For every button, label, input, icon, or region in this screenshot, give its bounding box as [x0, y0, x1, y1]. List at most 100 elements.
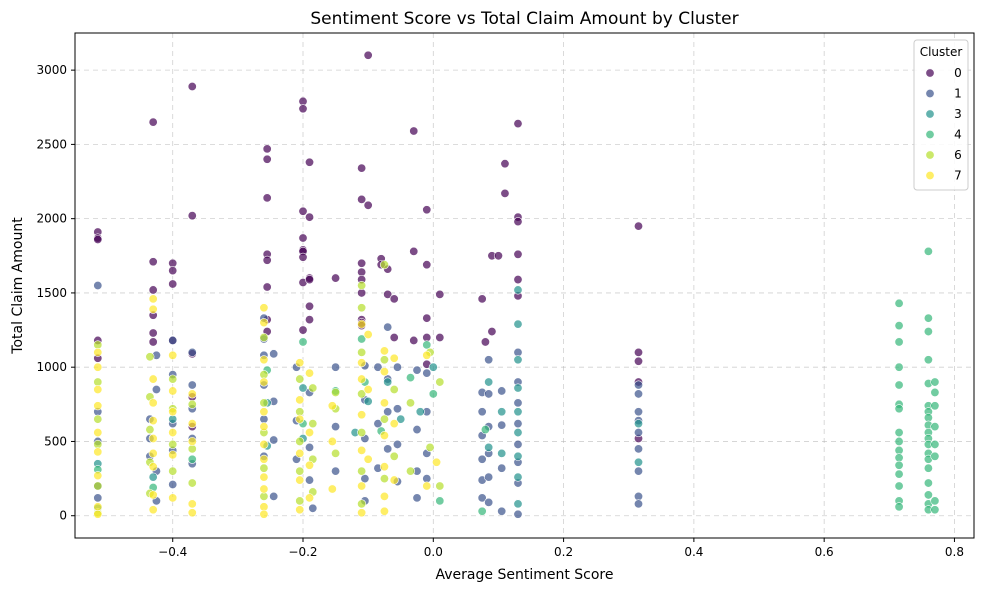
data-point [422, 481, 432, 491]
legend: Cluster 0 1 3 4 6 7 [913, 39, 969, 191]
data-point [428, 362, 438, 372]
data-point [379, 431, 389, 441]
data-point [484, 497, 494, 507]
data-point [930, 505, 940, 515]
data-point [409, 335, 419, 345]
y-tick-label: 2000 [36, 212, 67, 226]
x-tick-label: −0.2 [288, 545, 317, 559]
data-point [379, 367, 389, 377]
data-point [168, 450, 178, 460]
data-point [392, 439, 402, 449]
data-point [497, 506, 507, 516]
data-point [357, 374, 367, 384]
data-point [148, 398, 158, 408]
data-point [392, 404, 402, 414]
data-point [308, 503, 318, 513]
data-point [259, 439, 269, 449]
data-point [148, 257, 158, 267]
data-point [331, 448, 341, 458]
data-point [497, 463, 507, 473]
data-point [493, 251, 503, 261]
data-point [634, 356, 644, 366]
data-point [168, 493, 178, 503]
data-point [513, 217, 523, 227]
data-point [894, 380, 904, 390]
x-tick-label: 0.2 [554, 545, 573, 559]
data-point [500, 159, 510, 169]
y-axis-label: Total Claim Amount [10, 217, 26, 355]
data-point [187, 478, 197, 488]
y-tick-label: 0 [59, 509, 67, 523]
data-point [148, 374, 158, 384]
data-point [477, 454, 487, 464]
data-point [148, 490, 158, 500]
data-point [477, 506, 487, 516]
data-point [634, 419, 644, 429]
data-point [331, 362, 341, 372]
data-point [923, 490, 933, 500]
data-point [305, 315, 315, 325]
data-point [168, 407, 178, 417]
data-point [500, 188, 510, 198]
data-point [305, 212, 315, 222]
data-point [148, 472, 158, 482]
data-point [415, 407, 425, 417]
data-point [259, 422, 269, 432]
data-point [145, 352, 155, 362]
data-point [923, 355, 933, 365]
legend-item: 3 [925, 107, 962, 121]
data-point [373, 362, 383, 372]
data-point [305, 368, 315, 378]
data-point [379, 506, 389, 516]
data-point [363, 50, 373, 60]
data-point [435, 377, 445, 387]
data-point [327, 436, 337, 446]
data-point [634, 380, 644, 390]
data-point [513, 439, 523, 449]
x-tick-label: 0.4 [684, 545, 703, 559]
data-point [930, 377, 940, 387]
data-point [305, 493, 315, 503]
data-point [389, 294, 399, 304]
legend-marker [925, 89, 935, 99]
data-point [298, 325, 308, 335]
plot-frame [74, 32, 975, 539]
data-point [93, 493, 103, 503]
data-point [422, 205, 432, 215]
data-point [480, 425, 490, 435]
data-point [513, 249, 523, 259]
data-point [497, 386, 507, 396]
data-point [894, 469, 904, 479]
data-point [295, 496, 305, 506]
data-point [894, 460, 904, 470]
y-tick-label: 1500 [36, 286, 67, 300]
data-point [930, 387, 940, 397]
data-point [383, 377, 393, 387]
data-point [435, 289, 445, 299]
data-point [331, 422, 341, 432]
data-point [357, 347, 367, 357]
legend-marker [925, 130, 935, 140]
data-point [379, 260, 389, 270]
data-point [405, 466, 415, 476]
data-point [357, 508, 367, 518]
data-point [262, 255, 272, 265]
data-point [331, 273, 341, 283]
data-point [379, 462, 389, 472]
data-point [298, 104, 308, 114]
legend-item: 6 [925, 148, 962, 162]
data-point [148, 337, 158, 347]
data-point [363, 454, 373, 464]
data-point [259, 318, 269, 328]
data-point [379, 491, 389, 501]
data-point [634, 428, 644, 438]
legend-marker [925, 171, 935, 181]
data-point [148, 304, 158, 314]
legend-marker [925, 109, 935, 119]
data-point [435, 496, 445, 506]
data-point [513, 499, 523, 509]
data-point [357, 466, 367, 476]
legend-items: 0 1 3 4 6 7 [925, 66, 962, 183]
data-point [923, 313, 933, 323]
data-point [930, 496, 940, 506]
